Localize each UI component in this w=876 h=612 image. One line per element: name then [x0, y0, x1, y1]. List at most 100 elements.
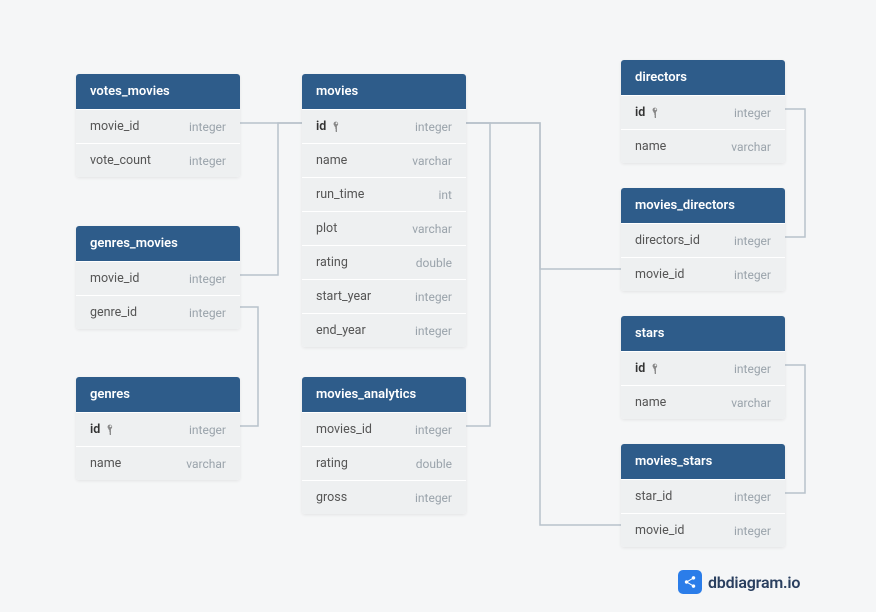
- column-name: name: [90, 456, 121, 471]
- table-movies_stars[interactable]: movies_starsstar_idintegermovie_idintege…: [621, 444, 785, 547]
- table-column[interactable]: run_time int: [302, 177, 466, 211]
- column-name: id: [316, 119, 342, 134]
- table-votes_movies[interactable]: votes_moviesmovie_idintegervote_countint…: [76, 74, 240, 177]
- column-name: gross: [316, 490, 347, 505]
- column-type: integer: [189, 120, 226, 134]
- logo-text: dbdiagram.io: [708, 573, 800, 592]
- column-name: movies_id: [316, 422, 372, 437]
- column-type: integer: [734, 490, 771, 504]
- table-column[interactable]: movies_id integer: [302, 412, 466, 446]
- column-name: run_time: [316, 187, 364, 202]
- column-type: integer: [734, 362, 771, 376]
- column-type: integer: [189, 154, 226, 168]
- table-header[interactable]: movies_stars: [621, 444, 785, 479]
- edge: [240, 123, 302, 275]
- column-type: varchar: [731, 140, 771, 154]
- column-name: start_year: [316, 289, 371, 304]
- edge: [466, 123, 621, 269]
- dbdiagram-logo: dbdiagram.io: [678, 570, 800, 594]
- table-column[interactable]: name varchar: [76, 446, 240, 480]
- table-column[interactable]: id integer: [76, 412, 240, 446]
- table-column[interactable]: end_year integer: [302, 313, 466, 347]
- column-type: double: [416, 256, 452, 270]
- edge: [466, 123, 490, 426]
- table-column[interactable]: star_id integer: [621, 479, 785, 513]
- table-movies[interactable]: movies id integer name varchar run_time int plo…: [302, 74, 466, 347]
- column-name: id: [90, 422, 116, 437]
- column-name: id: [635, 361, 661, 376]
- table-genres[interactable]: genres id integer name varchar: [76, 377, 240, 480]
- table-directors[interactable]: directors id integer name varchar: [621, 60, 785, 163]
- column-name: movie_id: [90, 119, 139, 134]
- column-type: integer: [415, 423, 452, 437]
- column-name: name: [635, 139, 666, 154]
- table-column[interactable]: movie_id integer: [76, 109, 240, 143]
- table-header[interactable]: stars: [621, 316, 785, 351]
- column-type: integer: [734, 234, 771, 248]
- column-type: integer: [734, 106, 771, 120]
- column-name: id: [635, 105, 661, 120]
- column-type: varchar: [186, 457, 226, 471]
- table-genres_movies[interactable]: genres_moviesmovie_idinteger genre_id inte…: [76, 226, 240, 329]
- table-column[interactable]: directors_id integer: [621, 223, 785, 257]
- edge: [785, 365, 805, 493]
- table-header[interactable]: movies_directors: [621, 188, 785, 223]
- column-name: end_year: [316, 323, 366, 338]
- table-column[interactable]: namevarchar: [621, 385, 785, 419]
- table-header[interactable]: genres_movies: [76, 226, 240, 261]
- column-type: integer: [734, 524, 771, 538]
- column-name: movie_id: [90, 271, 139, 286]
- table-column[interactable]: name varchar: [621, 129, 785, 163]
- primary-key-icon: [650, 363, 661, 374]
- column-type: integer: [415, 324, 452, 338]
- column-name: name: [316, 153, 347, 168]
- table-header[interactable]: genres: [76, 377, 240, 412]
- primary-key-icon: [331, 121, 342, 132]
- table-column[interactable]: genre_id integer: [76, 295, 240, 329]
- table-column[interactable]: id integer: [302, 109, 466, 143]
- column-name: genre_id: [90, 305, 137, 320]
- column-type: integer: [415, 290, 452, 304]
- column-type: varchar: [412, 222, 452, 236]
- table-column[interactable]: id integer: [621, 351, 785, 385]
- table-column[interactable]: rating double: [302, 446, 466, 480]
- table-column[interactable]: movie_id integer: [621, 257, 785, 291]
- column-type: integer: [189, 306, 226, 320]
- column-name: movie_id: [635, 267, 684, 282]
- table-column[interactable]: name varchar: [302, 143, 466, 177]
- column-type: varchar: [412, 154, 452, 168]
- column-type: varchar: [731, 396, 771, 410]
- primary-key-icon: [105, 424, 116, 435]
- column-name: movie_id: [635, 523, 684, 538]
- table-column[interactable]: movie_id integer: [621, 513, 785, 547]
- column-type: double: [416, 457, 452, 471]
- share-icon: [678, 570, 702, 594]
- table-column[interactable]: vote_count integer: [76, 143, 240, 177]
- primary-key-icon: [650, 107, 661, 118]
- column-type: integer: [189, 423, 226, 437]
- table-column[interactable]: grossinteger: [302, 480, 466, 514]
- edge: [466, 123, 621, 525]
- column-name: rating: [316, 456, 348, 471]
- table-column[interactable]: id integer: [621, 95, 785, 129]
- column-name: directors_id: [635, 233, 700, 248]
- table-header[interactable]: movies: [302, 74, 466, 109]
- table-column[interactable]: movie_idinteger: [76, 261, 240, 295]
- table-header[interactable]: directors: [621, 60, 785, 95]
- edge: [785, 109, 805, 237]
- table-header[interactable]: votes_movies: [76, 74, 240, 109]
- table-movies_analytics[interactable]: movies_analytics movies_id integer rating do…: [302, 377, 466, 514]
- column-type: integer: [415, 120, 452, 134]
- table-stars[interactable]: stars id integer namevarchar: [621, 316, 785, 419]
- table-movies_directors[interactable]: movies_directorsdirectors_idintegermovie…: [621, 188, 785, 291]
- column-type: int: [439, 188, 452, 202]
- table-column[interactable]: start_year integer: [302, 279, 466, 313]
- column-type: integer: [734, 268, 771, 282]
- table-column[interactable]: ratingdouble: [302, 245, 466, 279]
- column-name: plot: [316, 221, 337, 236]
- column-name: star_id: [635, 489, 672, 504]
- column-name: vote_count: [90, 153, 151, 168]
- edge: [240, 307, 258, 426]
- table-header[interactable]: movies_analytics: [302, 377, 466, 412]
- table-column[interactable]: plot varchar: [302, 211, 466, 245]
